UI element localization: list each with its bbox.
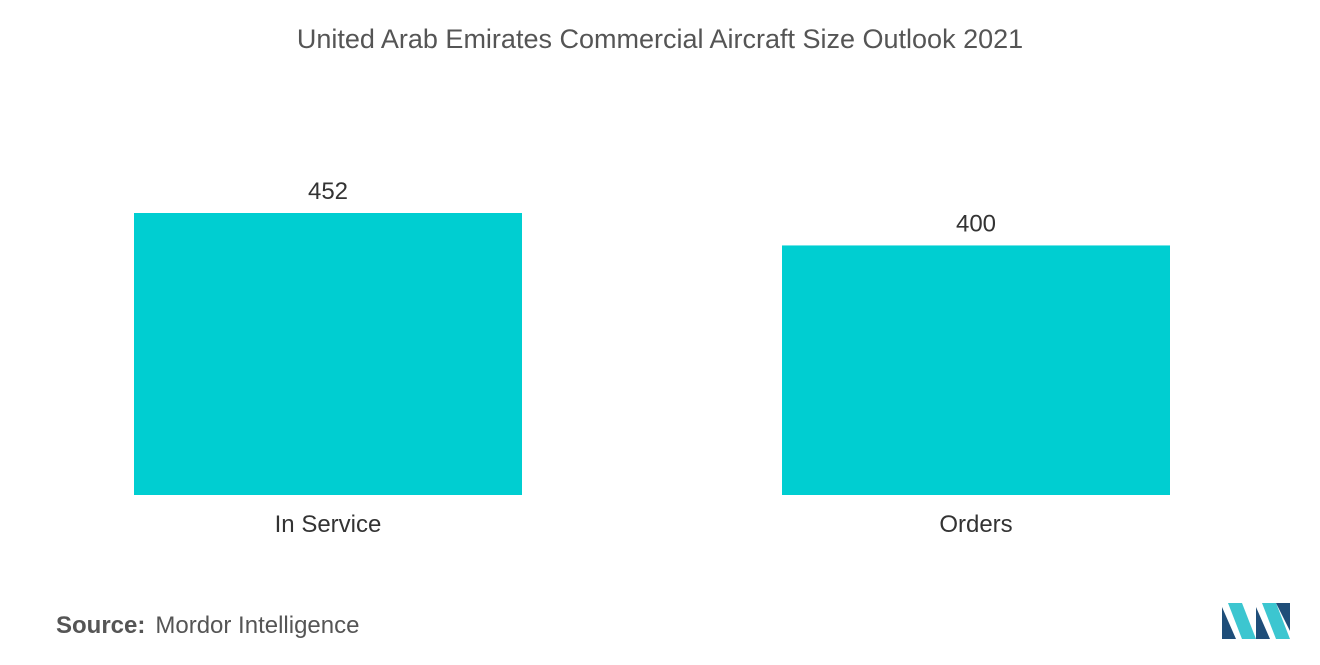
bar-orders <box>782 245 1170 495</box>
x-tick-label-orders: Orders <box>939 511 1012 538</box>
data-label-orders: 400 <box>956 210 996 237</box>
source-label: Source: <box>56 612 146 639</box>
data-label-in-service: 452 <box>308 178 348 205</box>
source-note: Source: Mordor Intelligence <box>56 612 359 640</box>
chart-title: United Arab Emirates Commercial Aircraft… <box>296 24 1024 54</box>
x-tick-label-in-service: In Service <box>275 511 382 538</box>
source-value: Mordor Intelligence <box>155 612 360 639</box>
mordor-intelligence-logo-icon <box>1222 603 1290 639</box>
bar-in-service <box>134 213 522 495</box>
bars-group: 452 In Service 400 Orders <box>134 178 1170 538</box>
